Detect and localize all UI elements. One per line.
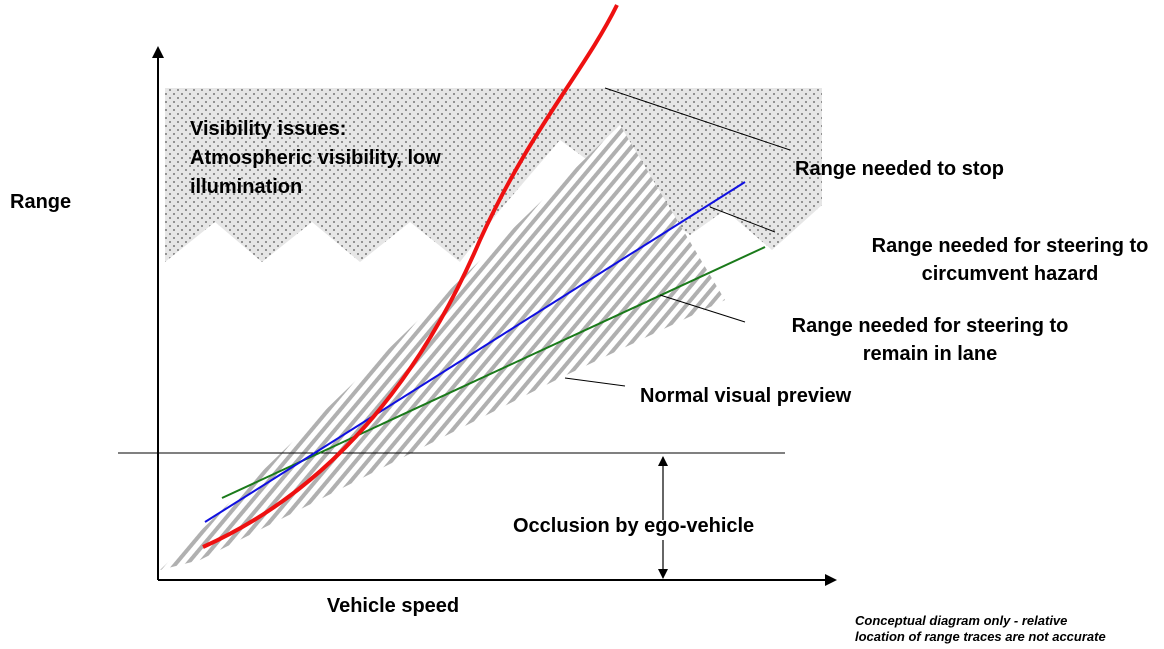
preview-label: Normal visual preview bbox=[640, 385, 852, 407]
circumvent-label: circumvent hazard bbox=[922, 263, 1099, 285]
leader-line bbox=[604, 87, 791, 151]
leader-line bbox=[659, 294, 746, 323]
normal-preview-region bbox=[160, 125, 725, 570]
lane-label: Range needed for steering to bbox=[792, 315, 1069, 337]
stop-trace bbox=[202, 4, 619, 549]
lane-label: remain in lane bbox=[863, 343, 998, 365]
visibility-label: illumination bbox=[190, 176, 302, 198]
occlusion-label: Occlusion by ego-vehicle bbox=[513, 515, 754, 537]
lane-trace bbox=[221, 246, 766, 499]
visibility-region bbox=[165, 88, 822, 262]
leader-line bbox=[709, 206, 776, 233]
y-axis-label: Range bbox=[10, 191, 71, 213]
visibility-label: Atmospheric visibility, low bbox=[190, 147, 441, 169]
stop-label: Range needed to stop bbox=[795, 158, 1004, 180]
note: location of range traces are not accurat… bbox=[855, 629, 1106, 644]
leader-line bbox=[564, 377, 626, 387]
circumvent-label: Range needed for steering to bbox=[872, 235, 1149, 257]
x-axis-label: Vehicle speed bbox=[327, 595, 459, 617]
circumvent-trace bbox=[204, 181, 746, 523]
visibility-label: Visibility issues: bbox=[190, 118, 346, 140]
note: Conceptual diagram only - relative bbox=[855, 613, 1067, 628]
